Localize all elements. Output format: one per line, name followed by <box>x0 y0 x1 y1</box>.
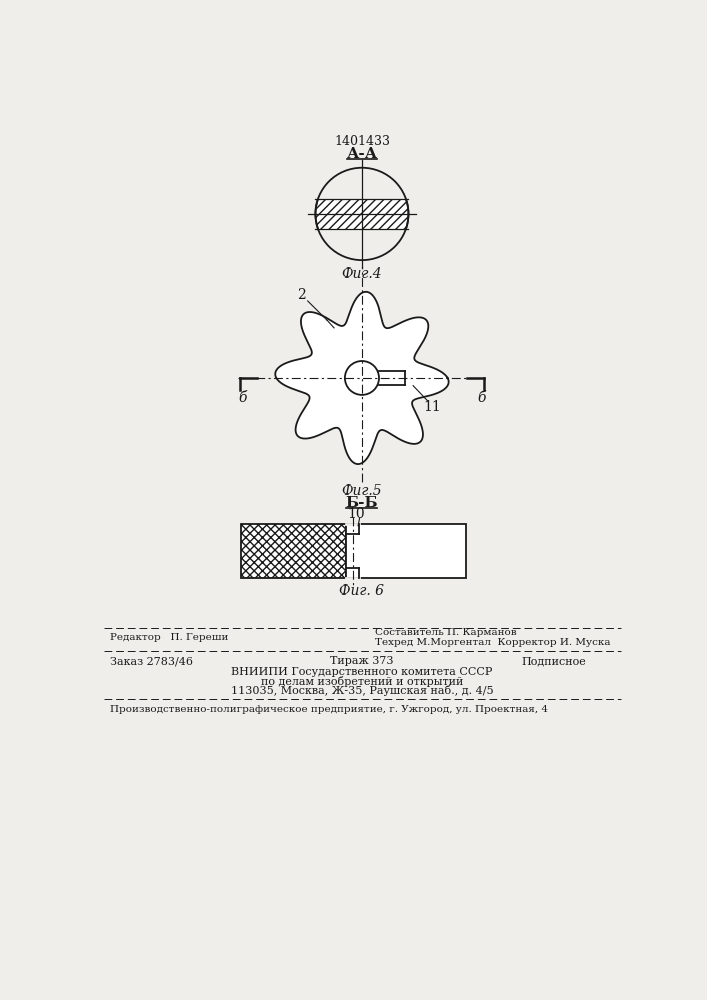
Circle shape <box>345 361 379 395</box>
Polygon shape <box>275 292 449 464</box>
Text: б: б <box>477 391 486 405</box>
Bar <box>346 524 466 578</box>
Text: Фиг. 6: Фиг. 6 <box>339 584 385 598</box>
Bar <box>314 165 410 199</box>
Text: Тираж 373: Тираж 373 <box>330 656 394 666</box>
Text: Производственно-полиграфическое предприятие, г. Ужгород, ул. Проектная, 4: Производственно-полиграфическое предприя… <box>110 705 548 714</box>
Text: Б-Б: Б-Б <box>346 496 378 510</box>
Text: 10: 10 <box>347 507 365 521</box>
Text: Техред М.Моргентал  Корректор И. Муска: Техред М.Моргентал Корректор И. Муска <box>375 638 611 647</box>
Text: 1401433: 1401433 <box>334 135 390 148</box>
Text: Подписное: Подписное <box>521 656 586 666</box>
Text: 11: 11 <box>423 400 440 414</box>
Text: Фиг.5: Фиг.5 <box>341 484 382 498</box>
Bar <box>314 229 410 263</box>
Text: Редактор   П. Гереши: Редактор П. Гереши <box>110 633 228 642</box>
Text: 2: 2 <box>297 288 306 302</box>
Text: б: б <box>238 391 247 405</box>
Bar <box>241 524 346 578</box>
Text: по делам изобретений и открытий: по делам изобретений и открытий <box>261 676 463 687</box>
Text: ВНИИПИ Государственного комитета СССР: ВНИИПИ Государственного комитета СССР <box>231 667 493 677</box>
Circle shape <box>315 168 409 260</box>
Text: Фиг.4: Фиг.4 <box>341 267 382 281</box>
Text: Составитель П. Карманов: Составитель П. Карманов <box>375 628 517 637</box>
Text: А-А: А-А <box>346 147 378 161</box>
Text: 113035, Москва, Ж-35, Раушская наб., д. 4/5: 113035, Москва, Ж-35, Раушская наб., д. … <box>230 685 493 696</box>
Text: Заказ 2783/46: Заказ 2783/46 <box>110 656 193 666</box>
